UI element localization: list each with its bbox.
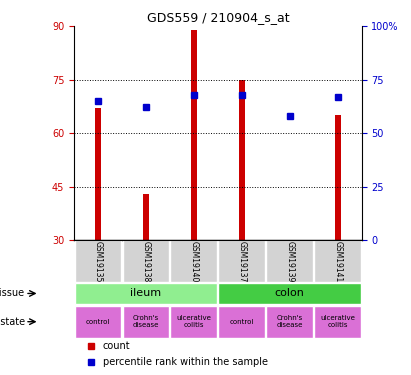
- Bar: [122, 306, 169, 338]
- Bar: [171, 306, 217, 338]
- Text: GSM19135: GSM19135: [93, 241, 102, 283]
- Bar: [171, 240, 217, 282]
- Text: Crohn's
disease: Crohn's disease: [277, 315, 303, 328]
- Text: tissue: tissue: [0, 288, 25, 298]
- Text: ulcerative
colitis: ulcerative colitis: [320, 315, 355, 328]
- Bar: [143, 194, 149, 240]
- Text: count: count: [103, 341, 130, 351]
- Bar: [314, 240, 361, 282]
- Text: GSM19140: GSM19140: [189, 241, 199, 283]
- Bar: [74, 306, 121, 338]
- Bar: [74, 240, 121, 282]
- Text: ileum: ileum: [130, 288, 162, 298]
- Bar: [218, 283, 361, 304]
- Bar: [266, 306, 313, 338]
- Text: colon: colon: [275, 288, 305, 298]
- Text: GSM19137: GSM19137: [237, 241, 246, 283]
- Text: control: control: [230, 319, 254, 325]
- Bar: [266, 240, 313, 282]
- Bar: [314, 306, 361, 338]
- Text: control: control: [86, 319, 110, 325]
- Bar: [122, 240, 169, 282]
- Text: Crohn's
disease: Crohn's disease: [133, 315, 159, 328]
- Bar: [95, 108, 101, 240]
- Text: GSM19139: GSM19139: [285, 241, 294, 283]
- Text: GSM19141: GSM19141: [333, 241, 342, 282]
- Text: disease state: disease state: [0, 317, 25, 327]
- Text: ulcerative
colitis: ulcerative colitis: [176, 315, 211, 328]
- Bar: [218, 306, 265, 338]
- Text: percentile rank within the sample: percentile rank within the sample: [103, 357, 268, 367]
- Bar: [239, 80, 245, 240]
- Bar: [218, 240, 265, 282]
- Bar: [191, 30, 197, 240]
- Text: GSM19138: GSM19138: [141, 241, 150, 282]
- Bar: [335, 116, 341, 240]
- Bar: [74, 283, 217, 304]
- Title: GDS559 / 210904_s_at: GDS559 / 210904_s_at: [146, 11, 289, 24]
